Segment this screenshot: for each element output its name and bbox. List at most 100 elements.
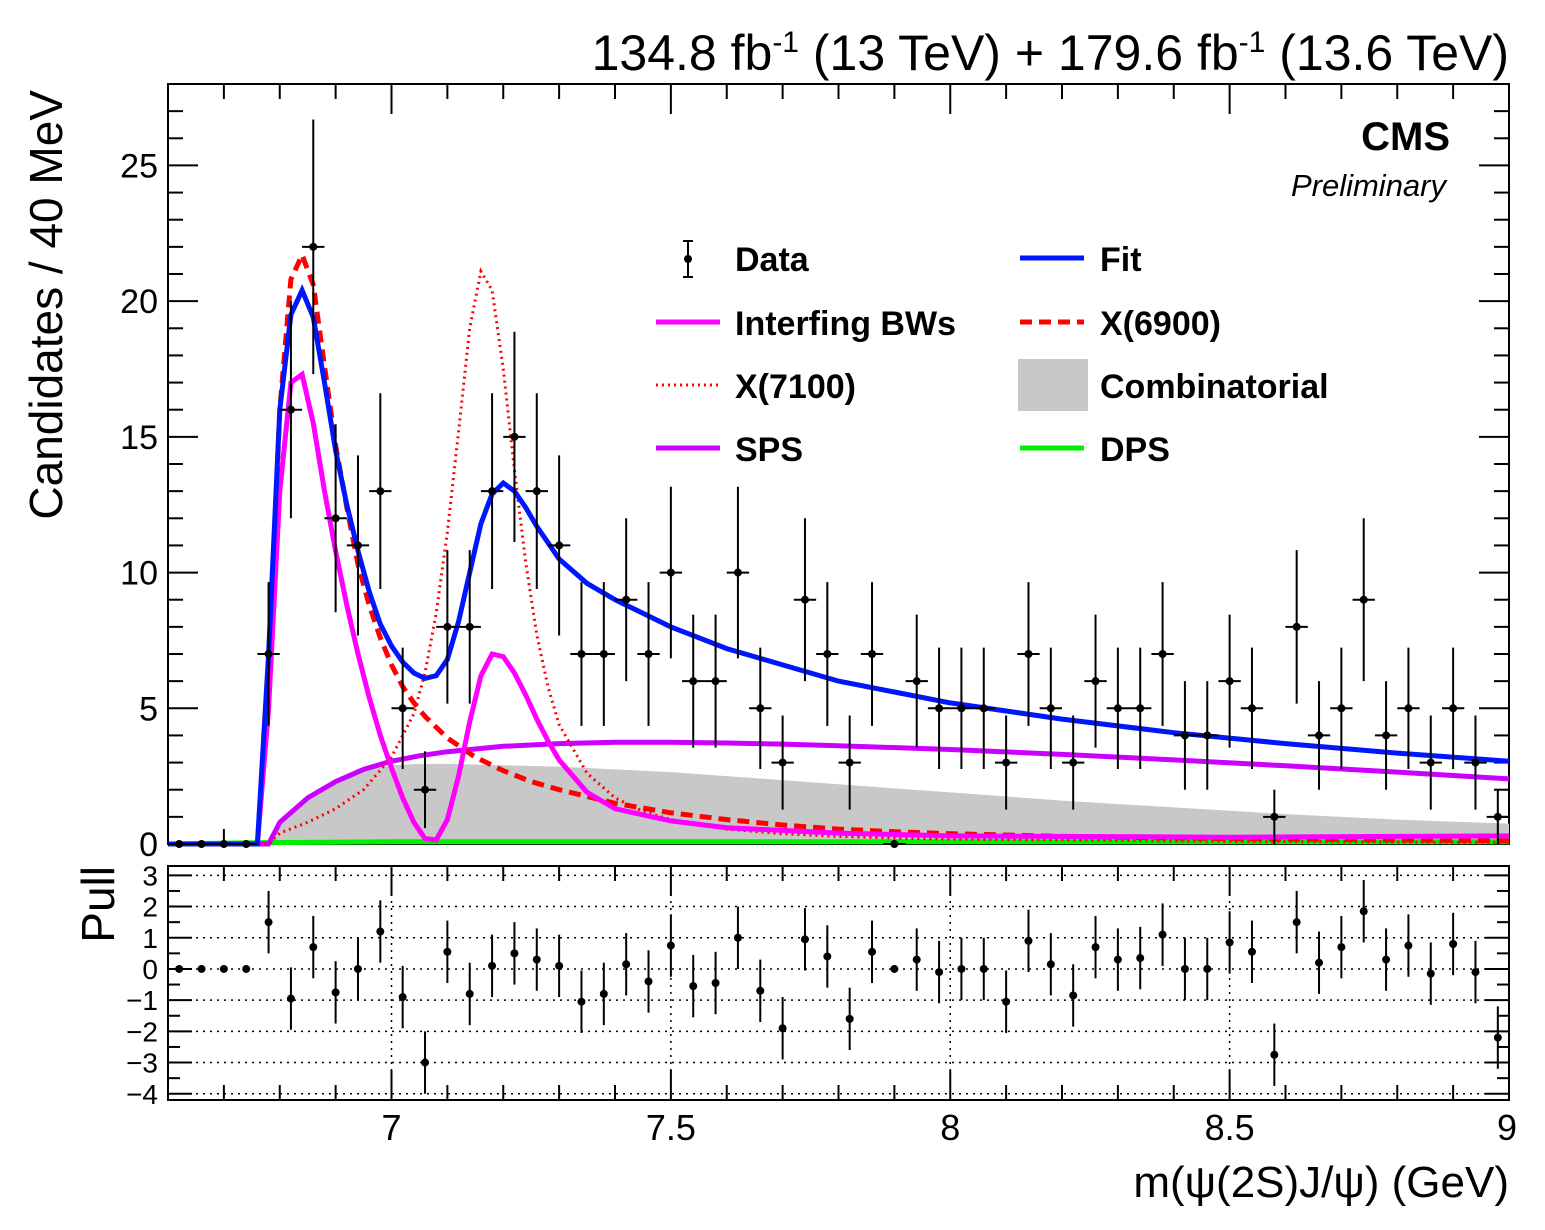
pull-point <box>823 925 832 988</box>
data-point <box>1084 614 1107 748</box>
data-point <box>927 647 951 769</box>
pull-point-marker <box>778 1024 787 1033</box>
pull-point <box>666 914 675 977</box>
data-point <box>637 582 660 726</box>
data-point-marker <box>845 758 854 767</box>
legend-label: SPS <box>735 431 803 469</box>
main-panel: 0 5 10 15 20 25 CMS Preliminary Candidates / … <box>20 83 1510 864</box>
legend-label: Combinatorial <box>1100 368 1329 406</box>
pull-point <box>868 920 877 983</box>
main-ytick-labels: 0 5 10 15 20 25 <box>120 147 158 864</box>
data-point <box>436 550 459 704</box>
pull-point <box>398 965 407 1029</box>
legend-entry: Combinatorial <box>1018 359 1329 411</box>
pull-point-marker <box>1002 997 1011 1006</box>
data-point-marker <box>800 595 809 604</box>
pull-point-marker <box>510 949 519 958</box>
data-point-marker <box>1091 677 1100 686</box>
pull-point-marker <box>1203 964 1212 973</box>
pull-point <box>1024 909 1033 973</box>
pull-point <box>689 954 698 1018</box>
data-point-marker <box>979 704 988 713</box>
pull-point-marker <box>219 964 228 973</box>
data-point-marker <box>398 704 407 713</box>
data-point <box>816 582 839 726</box>
pull-point <box>1046 933 1055 996</box>
data-point <box>1017 582 1040 726</box>
data-point <box>235 840 258 848</box>
data-point <box>950 647 973 769</box>
pull-point <box>1382 928 1391 991</box>
pull-point-marker <box>622 960 631 969</box>
pull-point <box>1426 942 1435 1005</box>
data-point <box>726 486 750 659</box>
pull-point <box>353 937 362 1001</box>
data-point <box>503 331 526 542</box>
pull-point-marker <box>197 964 206 973</box>
pull-point <box>1180 937 1189 1001</box>
data-point-marker <box>1426 758 1435 767</box>
data-point <box>838 715 861 810</box>
data-point-marker <box>1002 758 1011 767</box>
data-point <box>1218 614 1241 748</box>
main-ytick-label: 10 <box>120 555 158 593</box>
pull-data-points <box>175 880 1502 1094</box>
combinatorial-area <box>168 763 1509 844</box>
pull-point <box>1158 903 1167 966</box>
data-point-marker <box>1315 731 1324 740</box>
data-point <box>413 751 437 829</box>
data-point <box>570 582 593 726</box>
pull-point-marker <box>175 964 184 973</box>
legend-swatch-marker <box>684 255 692 263</box>
x-tick-labels: 7 7.5 8 8.5 9 <box>381 1107 1517 1148</box>
data-point-marker <box>912 677 921 686</box>
pull-point-marker <box>1292 918 1301 927</box>
lumi-a-sup: -1 <box>772 26 799 59</box>
pull-point-marker <box>912 955 921 964</box>
data-point <box>659 486 683 659</box>
legend-label: Interfing BWs <box>735 305 956 343</box>
pull-point <box>577 970 586 1033</box>
data-point-marker <box>465 622 474 631</box>
pull-point-marker <box>823 952 832 961</box>
pull-point <box>1404 914 1413 977</box>
pull-ytick-label: −1 <box>126 985 158 1016</box>
data-point-marker <box>1382 731 1391 740</box>
pull-point <box>197 964 206 973</box>
pull-ytick-label: 2 <box>142 892 158 923</box>
data-point-marker <box>1180 731 1189 740</box>
lumi-a-energy: (13 TeV) + 179.6 fb <box>799 25 1239 81</box>
data-point-marker <box>756 704 765 713</box>
data-point-marker <box>510 432 519 441</box>
data-point <box>1374 681 1398 790</box>
data-point-marker <box>666 568 675 577</box>
data-point-marker <box>421 785 430 794</box>
data-point <box>1039 647 1062 769</box>
pull-point-marker <box>1404 941 1413 950</box>
pull-point <box>242 964 251 973</box>
legend-label: Fit <box>1100 241 1142 279</box>
pull-point-marker <box>488 961 497 970</box>
pull-point-marker <box>957 964 966 973</box>
data-point-marker <box>1449 704 1458 713</box>
data-point-marker <box>219 840 228 848</box>
data-point-marker <box>1471 758 1480 767</box>
data-point <box>1486 789 1509 844</box>
pull-point <box>979 937 988 1001</box>
data-point-marker <box>1292 622 1301 631</box>
pull-point-marker <box>1136 954 1145 963</box>
pull-point-marker <box>309 943 318 952</box>
x-tick-label: 9 <box>1497 1107 1517 1148</box>
x6900-curve <box>168 248 1510 847</box>
pull-point <box>935 940 944 1004</box>
pull-point <box>912 928 921 991</box>
data-point <box>704 614 727 748</box>
legend-label: X(6900) <box>1100 305 1221 343</box>
data-point <box>190 840 213 848</box>
pull-y-axis-label: Pull <box>72 866 124 943</box>
x-tick-label: 7.5 <box>646 1107 696 1148</box>
data-point-marker <box>1136 704 1145 713</box>
data-point <box>1263 789 1286 844</box>
pull-point <box>733 906 742 969</box>
pull-point-marker <box>733 933 742 942</box>
